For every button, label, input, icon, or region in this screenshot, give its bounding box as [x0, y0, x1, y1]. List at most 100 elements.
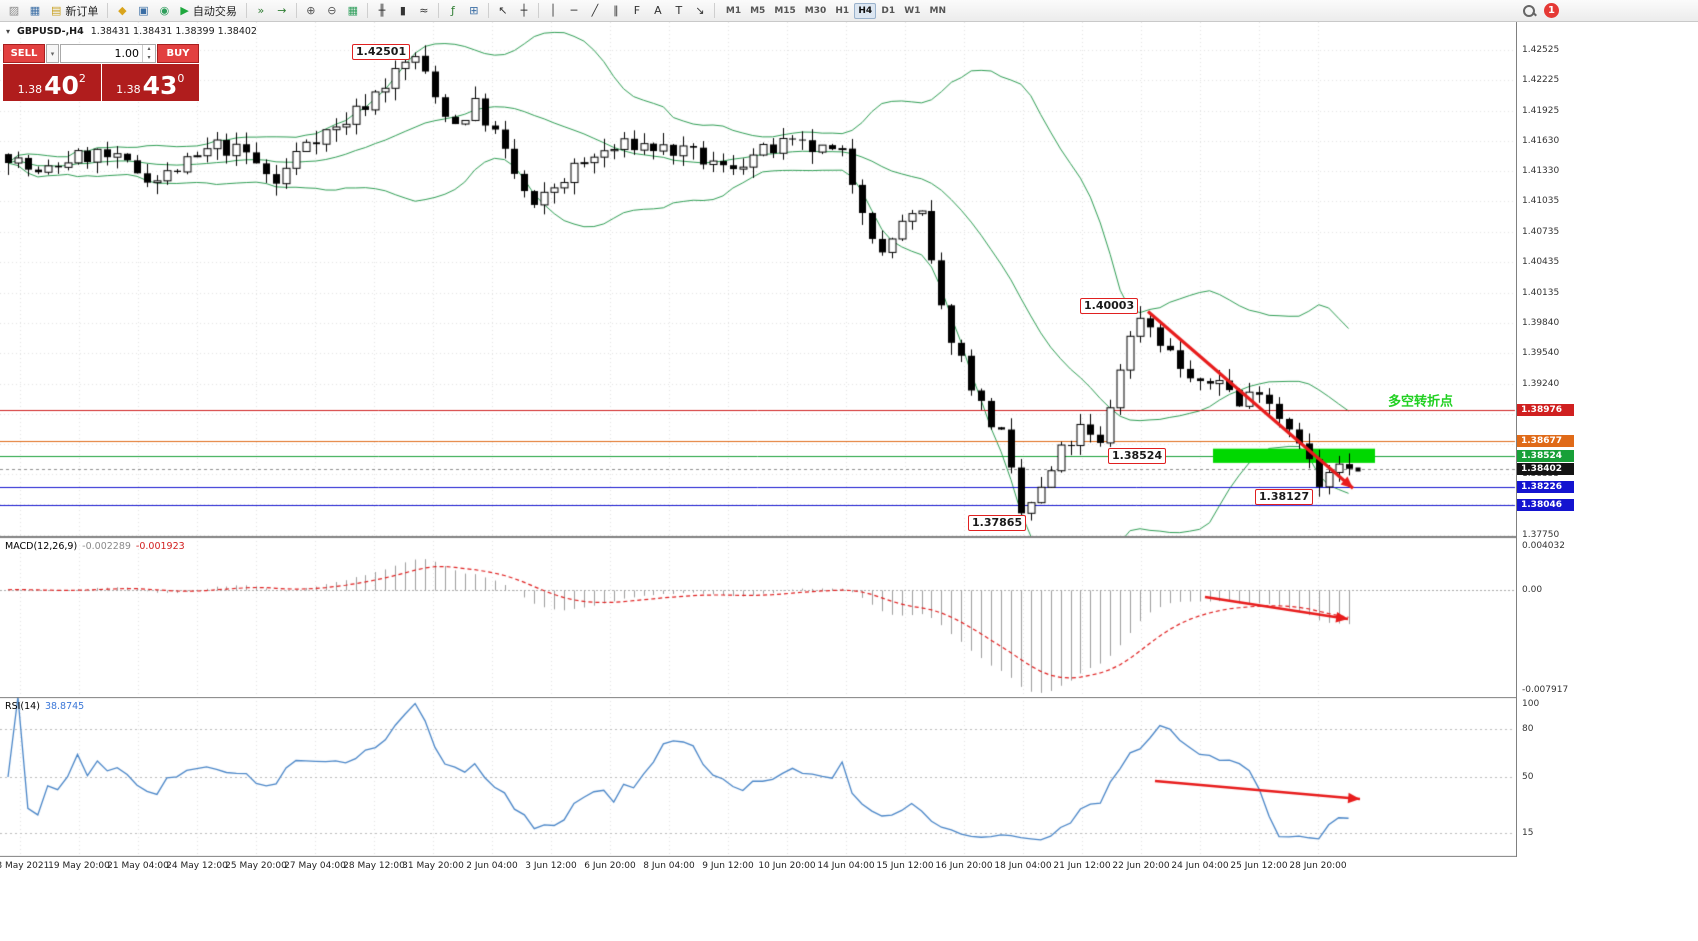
- line-chart-icon[interactable]: ≈: [414, 2, 434, 20]
- symbol-info: ▾ GBPUSD-,H4 1.38431 1.38431 1.38399 1.3…: [6, 26, 257, 37]
- deposit-icon[interactable]: ◆: [112, 2, 132, 20]
- chart-shift-icon[interactable]: →: [272, 2, 292, 20]
- notification-badge[interactable]: 1: [1544, 3, 1559, 18]
- price-axis-tick: 1.42225: [1522, 75, 1560, 86]
- time-axis-label: 21 Jun 12:00: [1053, 861, 1111, 871]
- timeframe-mn[interactable]: MN: [929, 5, 946, 16]
- new-chart-icon[interactable]: ▦: [25, 2, 45, 20]
- buy-price[interactable]: 1.38 43 0: [101, 64, 199, 101]
- arrow-tool-icon[interactable]: ↘: [690, 2, 710, 20]
- timeframe-m1[interactable]: M1: [725, 5, 742, 16]
- macd-panel-canvas[interactable]: [0, 537, 1516, 697]
- arrow-tool-icon: ↘: [695, 4, 705, 17]
- price-tag-1.38046: 1.38046: [1517, 498, 1574, 511]
- timeframe-m5[interactable]: M5: [750, 5, 766, 16]
- price-annotation[interactable]: 1.40003: [1080, 298, 1139, 315]
- price-annotation[interactable]: 1.37865: [968, 515, 1027, 532]
- volume-steppers: ▴ ▾: [142, 45, 155, 62]
- one-click-caret-icon[interactable]: ▾: [6, 27, 11, 36]
- price-tag-1.38976: 1.38976: [1517, 404, 1574, 417]
- deposit-icon: ◆: [118, 4, 127, 17]
- autotrade-button[interactable]: ▶ 自动交易: [175, 2, 241, 20]
- timeframe-m30[interactable]: M30: [804, 5, 827, 16]
- label-icon[interactable]: T: [669, 2, 689, 20]
- new-order-button[interactable]: ▤ 新订单: [46, 2, 103, 20]
- accounts-icon[interactable]: ▣: [133, 2, 153, 20]
- community-icon[interactable]: ◉: [154, 2, 174, 20]
- vertical-line-icon[interactable]: │: [543, 2, 563, 20]
- rsi-scale-50: 50: [1522, 772, 1534, 782]
- indicators-icon: ƒ: [450, 4, 455, 17]
- channel-icon[interactable]: ∥: [606, 2, 626, 20]
- price-axis-tick: 1.40435: [1522, 257, 1560, 268]
- tile-windows-icon[interactable]: ▦: [343, 2, 363, 20]
- sell-button[interactable]: SELL: [3, 44, 45, 63]
- buy-button[interactable]: BUY: [157, 44, 199, 63]
- objects-icon[interactable]: ⊞: [464, 2, 484, 20]
- timeframe-h4[interactable]: H4: [854, 2, 877, 19]
- price-annotation[interactable]: 1.38127: [1255, 488, 1314, 505]
- trade-panel-controls: SELL ▾ ▴ ▾ BUY: [3, 44, 199, 63]
- price-axis-tick: 1.40735: [1522, 226, 1560, 237]
- price-axis-tick: 1.42525: [1522, 45, 1560, 55]
- zoom-out-icon[interactable]: ⊖: [322, 2, 342, 20]
- bar-chart-icon: ╫: [378, 4, 386, 17]
- window-icon: ▨: [8, 4, 20, 17]
- timeframe-h1[interactable]: H1: [835, 5, 850, 16]
- bar-chart-icon[interactable]: ╫: [372, 2, 392, 20]
- toolbar-separator: [487, 3, 489, 18]
- rsi-label: RSI(14) 38.8745: [5, 701, 84, 712]
- text-icon[interactable]: A: [648, 2, 668, 20]
- zoom-in-icon: ⊕: [306, 4, 316, 17]
- accounts-icon: ▣: [138, 4, 149, 17]
- time-axis-label: 28 May 12:00: [343, 861, 405, 871]
- cursor-icon: ↖: [498, 4, 508, 17]
- trade-panel-prices: 1.38 40 2 1.38 43 0: [3, 64, 199, 101]
- order-type-dropdown[interactable]: ▾: [46, 44, 59, 63]
- toolbar-icons: ▨ ▦ ▤ 新订单 ◆ ▣ ◉ ▶ 自动交易 » → ⊕ ⊖ ▦ ╫ ▮ ≈ ƒ ⊞ ↖ ┼ │ ─ ╱ ∥ F A T ↘: [4, 2, 718, 20]
- timeframe-w1[interactable]: W1: [904, 5, 921, 16]
- price-tag-1.38226: 1.38226: [1517, 480, 1574, 493]
- fibonacci-icon[interactable]: F: [627, 2, 647, 20]
- window-icon[interactable]: ▨: [4, 2, 24, 20]
- price-axis[interactable]: 1.42525 1.42225 1.41925 1.41630 1.41330 1.410…: [1516, 22, 1698, 857]
- timeframe-d1[interactable]: D1: [881, 5, 896, 16]
- time-axis-label: 28 Jun 20:00: [1289, 861, 1347, 871]
- trend-note: 多空转折点: [1388, 394, 1454, 410]
- price-chart-canvas[interactable]: [0, 22, 1516, 537]
- autotrade-label: 自动交易: [192, 4, 237, 18]
- sell-price[interactable]: 1.38 40 2: [3, 64, 101, 101]
- new-chart-icon: ▦: [29, 4, 41, 17]
- macd-scale-top: 0.004032: [1522, 541, 1565, 551]
- line-chart-icon: ≈: [419, 4, 429, 17]
- price-tag-1.38677: 1.38677: [1517, 434, 1574, 447]
- crosshair-icon[interactable]: ┼: [514, 2, 534, 20]
- price-annotation[interactable]: 1.42501: [352, 44, 411, 61]
- trendline-icon[interactable]: ╱: [585, 2, 605, 20]
- indicators-icon[interactable]: ƒ: [443, 2, 463, 20]
- toolbar-right: 1: [1522, 3, 1559, 18]
- horizontal-line-icon: ─: [570, 4, 578, 17]
- volume-input[interactable]: [61, 45, 142, 62]
- timeframe-m15[interactable]: M15: [774, 5, 796, 16]
- volume-down-icon[interactable]: ▾: [147, 53, 151, 61]
- rsi-panel-canvas[interactable]: [0, 697, 1516, 857]
- price-annotation[interactable]: 1.38524: [1108, 448, 1167, 465]
- symbol-name: GBPUSD-,H4: [17, 26, 84, 37]
- horizontal-line-icon[interactable]: ─: [564, 2, 584, 20]
- ohlc-values: 1.38431 1.38431 1.38399 1.38402: [90, 26, 257, 37]
- community-icon: ◉: [159, 4, 170, 17]
- zoom-in-icon[interactable]: ⊕: [301, 2, 321, 20]
- time-axis-label: 6 Jun 20:00: [584, 861, 636, 871]
- macd-scale-zero: 0.00: [1522, 584, 1543, 595]
- time-axis-label: 25 May 20:00: [225, 861, 287, 871]
- search-icon[interactable]: [1522, 4, 1536, 18]
- cursor-icon[interactable]: ↖: [493, 2, 513, 20]
- buy-price-prefix: 1.38: [116, 83, 141, 96]
- candlestick-chart-icon[interactable]: ▮: [393, 2, 413, 20]
- autoscroll-icon[interactable]: »: [251, 2, 271, 20]
- volume-up-icon[interactable]: ▴: [147, 45, 151, 52]
- time-axis-label: 19 May 20:00: [48, 861, 110, 871]
- time-axis-label: 3 Jun 12:00: [525, 861, 577, 871]
